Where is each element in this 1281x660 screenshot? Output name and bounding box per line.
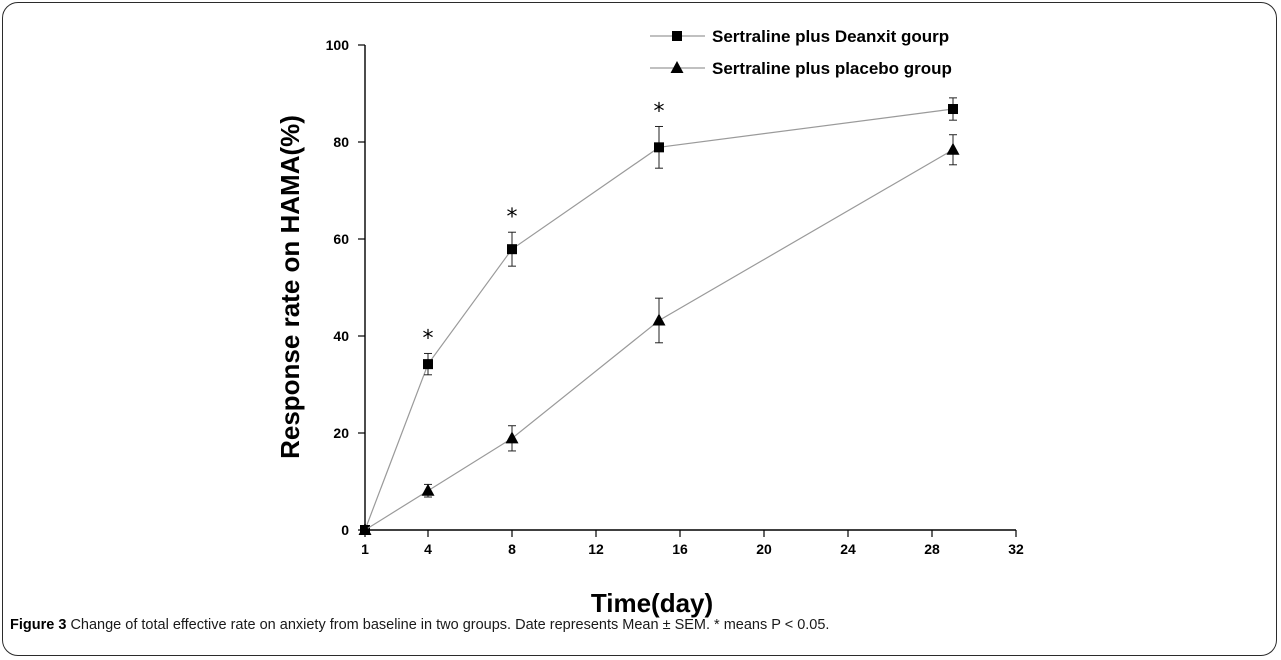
y-tick-label: 80 <box>333 134 349 150</box>
x-tick-label: 24 <box>840 541 856 557</box>
data-point <box>507 244 517 255</box>
significance-star: * <box>423 326 434 351</box>
x-tick-label: 1 <box>361 541 369 557</box>
x-tick-label: 28 <box>924 541 940 557</box>
x-tick-label: 12 <box>588 541 604 557</box>
legend: Sertraline plus Deanxit gourp Sertraline … <box>650 27 952 78</box>
data-point <box>948 104 958 115</box>
data-point <box>654 142 664 153</box>
legend-item: Sertraline plus placebo group <box>650 59 952 78</box>
x-tick-label: 20 <box>756 541 772 557</box>
data-point <box>421 483 435 496</box>
series-deanxit: * * * <box>360 97 958 535</box>
data-point <box>946 142 960 155</box>
legend-label: Sertraline plus Deanxit gourp <box>712 27 949 46</box>
legend-label: Sertraline plus placebo group <box>712 59 952 78</box>
legend-marker <box>670 61 684 73</box>
legend-item: Sertraline plus Deanxit gourp <box>650 27 949 46</box>
series-placebo <box>358 134 960 535</box>
x-tick-label: 8 <box>508 541 516 557</box>
y-tick-label: 0 <box>341 522 349 538</box>
significance-star: * <box>654 99 665 124</box>
y-tick-label: 20 <box>333 425 349 441</box>
caption-text: Change of total effective rate on anxiet… <box>70 617 830 633</box>
data-point <box>423 359 433 370</box>
y-tick-label: 40 <box>333 328 349 344</box>
x-axis-label: Time(day) <box>591 588 713 618</box>
legend-marker <box>672 31 682 41</box>
data-point <box>358 523 372 535</box>
data-point <box>652 313 666 326</box>
series-layer: * * * <box>358 97 960 535</box>
y-axis-label: Response rate on HAMA(%) <box>275 115 305 459</box>
caption-label: Figure 3 <box>10 617 67 633</box>
x-tick-label: 16 <box>672 541 688 557</box>
figure-caption: Figure 3 Change of total effective rate … <box>10 617 1260 633</box>
y-tick-label: 60 <box>333 231 349 247</box>
y-tick-label: 100 <box>326 37 350 53</box>
data-point <box>505 431 519 444</box>
x-tick-label: 32 <box>1008 541 1024 557</box>
axes: 1 4 8 12 16 20 24 28 32 0 20 40 60 80 100 <box>326 37 1024 557</box>
x-tick-label: 4 <box>424 541 432 557</box>
significance-star: * <box>507 205 518 230</box>
